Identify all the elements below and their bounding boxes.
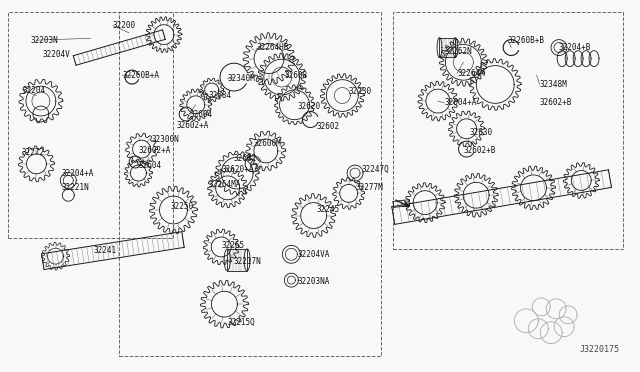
Text: 32264M: 32264M	[457, 69, 484, 78]
Text: 32277M: 32277M	[355, 183, 383, 192]
Bar	[394, 13, 623, 249]
Text: 32602: 32602	[234, 154, 257, 163]
Text: 32604+A: 32604+A	[444, 99, 477, 108]
Text: 32217N: 32217N	[234, 257, 262, 266]
Text: 32247Q: 32247Q	[362, 165, 389, 174]
Text: 32215Q: 32215Q	[228, 318, 255, 327]
Text: 32245: 32245	[317, 205, 340, 215]
Bar	[440, 38, 456, 57]
Text: 32602+A: 32602+A	[177, 121, 209, 129]
Text: 32262N: 32262N	[444, 47, 472, 56]
Text: 32260B+B: 32260B+B	[508, 36, 545, 45]
Text: 32608: 32608	[285, 71, 308, 80]
Text: 32204: 32204	[22, 86, 45, 94]
Text: 32241: 32241	[94, 246, 117, 255]
Bar	[227, 249, 247, 271]
Text: 32348M: 32348M	[540, 80, 568, 89]
Text: 32602+B: 32602+B	[463, 147, 496, 155]
Text: J3220175: J3220175	[579, 345, 620, 354]
Text: 32620: 32620	[298, 102, 321, 111]
Text: 32204+A: 32204+A	[62, 169, 94, 177]
Text: 32204+B: 32204+B	[559, 43, 591, 52]
Text: 32602+B: 32602+B	[540, 99, 572, 108]
Text: 32264HB: 32264HB	[256, 43, 289, 52]
Text: 32264MA: 32264MA	[209, 180, 241, 189]
Text: 32272: 32272	[22, 148, 45, 157]
Text: 32265: 32265	[221, 241, 244, 250]
Text: 32230: 32230	[349, 87, 372, 96]
Text: 32602: 32602	[317, 122, 340, 131]
Text: 32260B+A: 32260B+A	[122, 71, 159, 80]
Text: 32221N: 32221N	[62, 183, 90, 192]
Text: 32684: 32684	[209, 91, 232, 100]
Text: 32340M: 32340M	[228, 74, 255, 83]
Bar	[119, 13, 381, 356]
Text: 32604: 32604	[189, 109, 212, 119]
Text: 32200: 32200	[113, 21, 136, 30]
Text: 32300N: 32300N	[151, 135, 179, 144]
Text: 32203NA: 32203NA	[298, 278, 330, 286]
Text: 32204V: 32204V	[43, 51, 70, 60]
Text: 32600M: 32600M	[253, 139, 281, 148]
Text: 32630: 32630	[470, 128, 493, 137]
Text: 32250: 32250	[170, 202, 193, 211]
Text: 32203N: 32203N	[30, 36, 58, 45]
Text: 32602+A: 32602+A	[138, 147, 171, 155]
Text: 32604: 32604	[138, 161, 161, 170]
Text: 32620+A: 32620+A	[221, 165, 253, 174]
Text: 32204VA: 32204VA	[298, 250, 330, 259]
Bar	[8, 13, 173, 238]
